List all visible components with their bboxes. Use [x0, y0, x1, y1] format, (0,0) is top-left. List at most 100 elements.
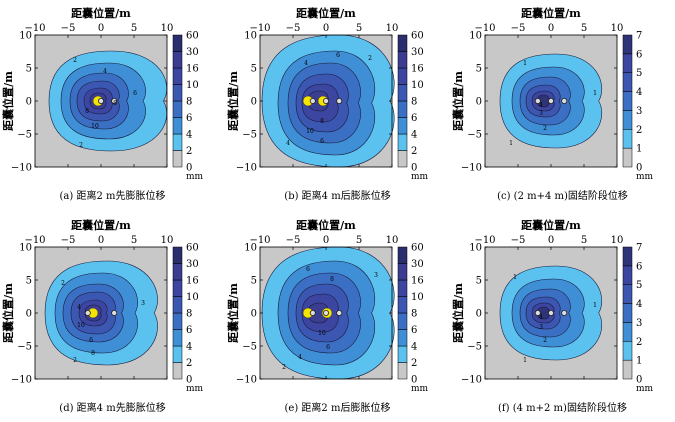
colorbar-segment-2 [397, 117, 408, 135]
x-tick-label-4: 10 [611, 235, 624, 246]
contour-label-1: 1 [523, 60, 527, 67]
contour-label-5: 1 [523, 357, 527, 364]
colorbar-segment-3 [397, 100, 408, 118]
colorbar-segment-0 [622, 147, 633, 168]
colorbar-label-4: 8 [411, 309, 417, 320]
colorbar-segment-1 [622, 341, 633, 361]
colorbar-segment-3 [622, 91, 633, 111]
y-tick-label-0: 10 [244, 243, 257, 254]
x-tick-label-0: −10 [249, 235, 270, 246]
bladder-marker-1 [309, 310, 316, 317]
bladder-marker-3 [336, 98, 343, 105]
colorbar-label-0: 0 [186, 163, 192, 174]
y-tick-label-1: 5 [476, 64, 482, 75]
contour-label-3: 3 [539, 110, 543, 117]
panel-caption-a: (a) 距离2 m先膨胀位移 [59, 191, 166, 202]
y-tick-label-1: 5 [26, 276, 32, 287]
colorbar-label-3: 6 [411, 325, 417, 336]
x-tick-label-2: 0 [323, 235, 329, 246]
y-tick-label-2: 0 [476, 309, 482, 320]
y-tick-label-0: 10 [469, 243, 482, 254]
colorbar-label-2: 2 [636, 125, 642, 136]
y-tick-label-3: −5 [17, 130, 32, 141]
contour-label-6: 4 [286, 140, 290, 147]
contour-label-1: 2 [73, 57, 77, 64]
colorbar-label-7: 30 [411, 47, 424, 58]
x-tick-label-1: −5 [511, 23, 526, 34]
colorbar-label-2: 4 [411, 130, 417, 141]
colorbar-label-6: 6 [636, 261, 642, 272]
bladder-marker-2 [548, 98, 555, 105]
colorbar-label-0: 0 [186, 375, 192, 386]
y-tick-label-1: 5 [251, 64, 257, 75]
colorbar-segment-4 [172, 84, 183, 102]
colorbar-segment-7 [397, 246, 408, 264]
contour-label-7: 2 [368, 55, 372, 62]
colorbar-unit: mm [411, 172, 429, 182]
colorbar-segment-2 [172, 117, 183, 135]
x-tick-label-0: −10 [24, 235, 45, 246]
colorbar-segment-0 [397, 150, 408, 168]
colorbar-segment-5 [172, 67, 183, 85]
colorbar-segment-1 [622, 129, 633, 149]
y-tick-label-2: 0 [476, 97, 482, 108]
y-tick-label-0: 10 [19, 243, 32, 254]
contour-plot-b: 4 6 8 10 6 4 2 −10 −5 0 5 10 10 5 0 −5 −10 距囊位置/m 距囊位置/m 0 2… [226, 6, 429, 182]
colorbar-label-6: 16 [186, 276, 199, 287]
colorbar-label-7: 30 [411, 259, 424, 270]
x-tick-label-2: 0 [548, 23, 554, 34]
colorbar-label-3: 6 [186, 325, 192, 336]
bladder-marker-2 [548, 310, 555, 317]
x-tick-label-3: 5 [581, 23, 587, 34]
colorbar-label-1: 2 [186, 146, 192, 157]
contour-label-2: 4 [77, 304, 81, 311]
y-axis-label: 距囊位置/m [226, 71, 240, 131]
contour-label-2: 4 [103, 68, 107, 75]
colorbar-label-3: 6 [411, 113, 417, 124]
colorbar-label-0: 0 [636, 375, 642, 386]
colorbar-label-4: 8 [186, 309, 192, 320]
contour-label-3: 10 [318, 330, 326, 337]
y-axis-label: 距囊位置/m [1, 71, 15, 131]
colorbar-label-1: 2 [411, 146, 417, 157]
colorbar-segment-7 [172, 34, 183, 52]
colorbar-segment-0 [622, 359, 633, 380]
panel-caption-b: (b) 距离4 m后膨胀位移 [284, 191, 391, 202]
contour-label-5: 10 [91, 123, 99, 130]
bladder-marker-1 [534, 98, 541, 105]
contour-label-1: 6 [306, 266, 310, 273]
colorbar-segment-5 [622, 53, 633, 73]
y-tick-label-3: −5 [467, 130, 482, 141]
colorbar-segment-7 [172, 246, 183, 264]
colorbar-label-3: 3 [636, 318, 642, 329]
bladder-marker-2 [323, 98, 330, 105]
colorbar-segment-3 [172, 100, 183, 118]
contour-label-5: 1 [509, 140, 513, 147]
colorbar-segment-4 [172, 296, 183, 314]
contour-label-4: 6 [89, 337, 93, 344]
colorbar-label-7: 7 [636, 31, 642, 42]
colorbar-label-2: 4 [411, 342, 417, 353]
x-tick-label-3: 5 [581, 235, 587, 246]
colorbar-unit: mm [186, 384, 204, 394]
y-tick-label-4: −10 [236, 163, 257, 174]
colorbar-segment-2 [172, 329, 183, 347]
y-tick-label-4: −10 [11, 375, 32, 386]
colorbar-segment-4 [622, 284, 633, 304]
y-tick-label-3: −5 [17, 342, 32, 353]
contour-label-3: 10 [77, 322, 85, 329]
panel-caption-f: (f) (4 m+2 m)固结阶段位移 [498, 403, 627, 414]
colorbar-segment-2 [397, 329, 408, 347]
bladder-marker-1 [534, 310, 541, 317]
colorbar-segment-4 [622, 72, 633, 92]
contour-label-4: 4 [539, 314, 543, 321]
colorbar-label-5: 10 [186, 80, 199, 91]
contour-label-6: 2 [79, 142, 83, 149]
x-axis-label: 距囊位置/m [296, 218, 356, 232]
colorbar-label-1: 2 [186, 358, 192, 369]
colorbar-label-1: 1 [636, 356, 642, 367]
colorbar-label-5: 5 [636, 280, 642, 291]
